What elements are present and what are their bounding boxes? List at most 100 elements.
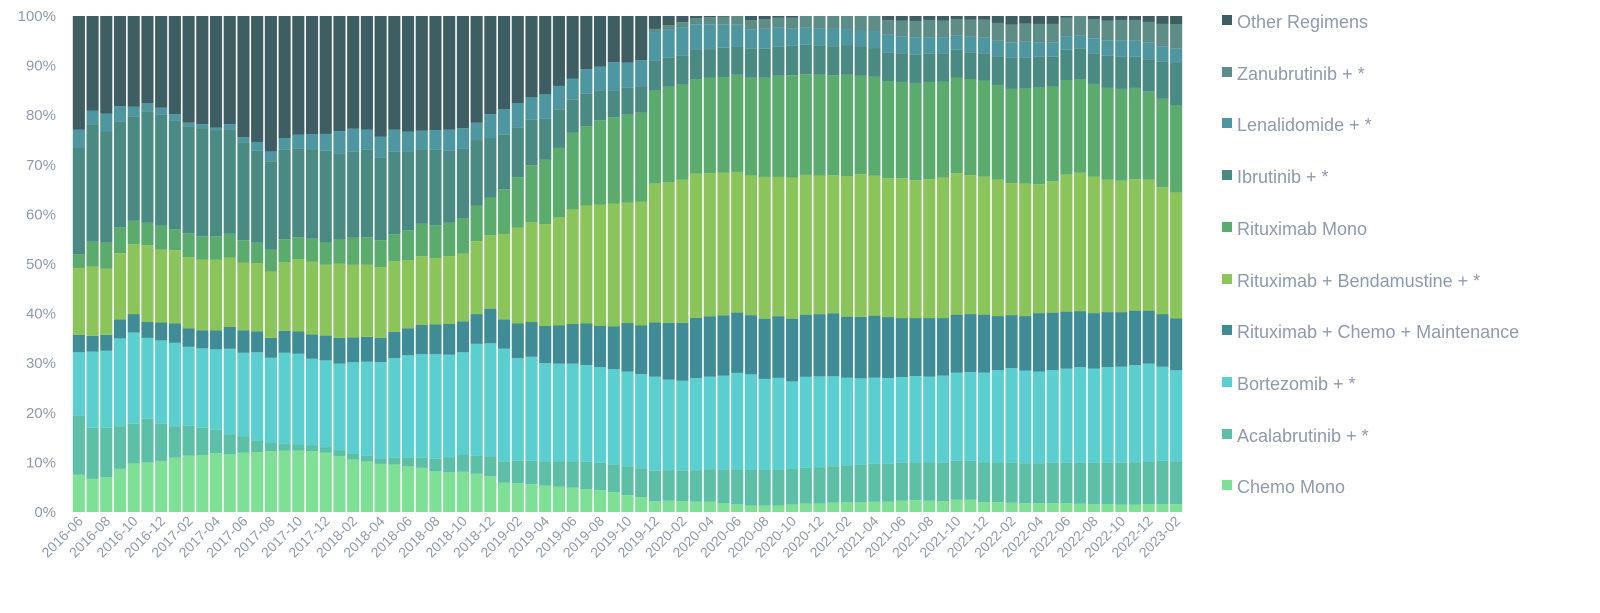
bar-segment — [401, 16, 415, 132]
bar-segment — [511, 358, 524, 461]
bar-segment — [690, 317, 703, 379]
bar-segment — [923, 37, 936, 54]
bar-segment — [703, 77, 716, 174]
bar-segment — [470, 241, 483, 315]
bar-segment — [100, 268, 113, 335]
bar-segment — [1005, 16, 1018, 25]
bar-segment — [456, 253, 469, 322]
bar-segment — [991, 40, 1004, 57]
bar-segment — [333, 450, 346, 456]
bar-segment — [744, 29, 758, 49]
bar-segment — [127, 16, 140, 107]
bar-segment — [511, 103, 524, 128]
bar-segment — [594, 204, 607, 326]
bar-segment — [1032, 503, 1046, 512]
bar-segment — [333, 363, 346, 451]
bar-segment — [1005, 24, 1018, 43]
bar-segment — [1005, 88, 1018, 184]
bar-segment — [1087, 53, 1100, 84]
bar-segment — [388, 358, 401, 458]
bar-segment — [580, 323, 593, 366]
bar-segment — [456, 321, 469, 353]
bar-segment — [731, 171, 744, 313]
bar-segment — [950, 77, 963, 174]
bar-segment — [127, 116, 140, 221]
bar-segment — [319, 16, 332, 134]
bar-segment — [717, 503, 730, 512]
bar-segment — [1032, 313, 1046, 372]
bar-segment — [566, 209, 579, 325]
bar-segment — [758, 28, 771, 49]
bar-segment — [484, 235, 497, 309]
bar-segment — [100, 113, 113, 132]
bar-segment — [456, 128, 469, 149]
x-axis: 2016-062016-082016-102016-122017-022017-… — [38, 513, 1183, 561]
bar-segment — [1142, 42, 1155, 60]
bar-segment — [744, 175, 758, 316]
bar-segment — [1019, 88, 1032, 184]
bar-segment — [717, 375, 730, 470]
bar-segment — [772, 75, 785, 177]
bar-segment — [319, 335, 332, 361]
bar-segment — [1019, 41, 1032, 58]
bar-segment — [950, 314, 963, 373]
bar-segment — [895, 318, 908, 378]
bar-segment — [209, 259, 223, 331]
legend-item: Ibrutinib + * — [1222, 165, 1567, 189]
bar-segment — [1046, 16, 1059, 24]
bar-segment — [333, 239, 346, 264]
bar-segment — [1032, 16, 1046, 24]
bar-segment — [827, 46, 840, 76]
bar-segment — [292, 444, 305, 451]
bar-segment — [333, 455, 346, 512]
bar-segment — [251, 16, 264, 142]
bar-segment — [621, 323, 634, 372]
bar-segment — [594, 367, 607, 463]
bar-segment — [86, 16, 99, 111]
bar-segment — [305, 238, 319, 262]
bar-segment — [594, 120, 607, 205]
bar-segment — [580, 69, 593, 94]
bar-segment — [223, 453, 236, 512]
bar-segment — [251, 141, 264, 151]
bar-segment — [813, 314, 826, 377]
bar-segment — [978, 372, 991, 463]
bar-segment — [511, 483, 524, 512]
bar-segment — [539, 118, 552, 160]
bar-segment — [1087, 462, 1100, 505]
bar-segment — [1115, 19, 1128, 41]
bars — [72, 16, 1183, 512]
bar-segment — [840, 501, 854, 512]
y-tick-label: 30% — [26, 355, 56, 372]
bar-segment — [429, 458, 442, 472]
bar-segment — [498, 319, 511, 349]
bar-segment — [950, 49, 963, 78]
bar-segment — [635, 374, 648, 469]
bar-segment — [758, 48, 771, 78]
bar-segment — [415, 223, 428, 257]
bar-segment — [155, 460, 168, 512]
bar-segment — [374, 458, 387, 464]
bar-segment — [347, 16, 360, 129]
bar-segment — [401, 457, 415, 467]
bar-segment — [744, 374, 758, 470]
bar-segment — [840, 377, 854, 466]
bar-segment — [580, 205, 593, 324]
bar-segment — [209, 127, 223, 131]
bar-segment — [1060, 368, 1073, 463]
bar-segment — [786, 75, 799, 178]
bar-segment — [388, 16, 401, 130]
bar-segment — [168, 426, 181, 458]
bar-segment — [717, 172, 730, 316]
bar-segment — [401, 230, 415, 261]
bar-segment — [388, 261, 401, 332]
legend-swatch — [1222, 66, 1232, 77]
bar-segment — [484, 456, 497, 477]
bar-segment — [1019, 316, 1032, 371]
bar-segment — [607, 369, 620, 465]
legend-swatch — [1222, 428, 1232, 439]
bar-segment — [662, 25, 675, 30]
bar-segment — [1060, 36, 1073, 50]
bar-segment — [758, 16, 771, 20]
bar-segment — [237, 262, 250, 331]
